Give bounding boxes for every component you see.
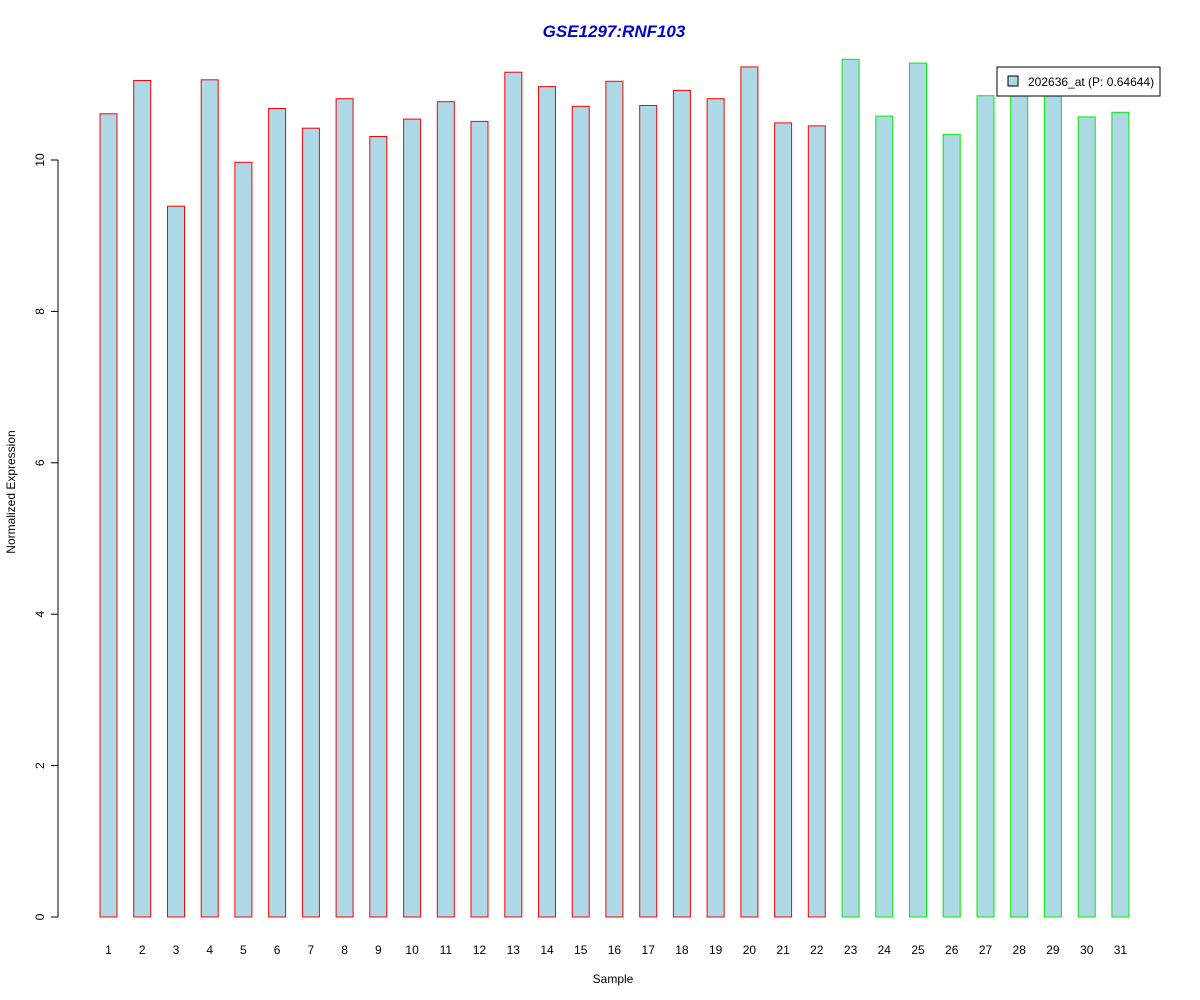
bar-sample-17 — [639, 105, 658, 918]
bar-sample-16 — [605, 80, 624, 918]
bar-sample-8 — [335, 98, 354, 918]
y-tick-label-4: 4 — [33, 611, 47, 618]
bar-sample-29 — [1043, 91, 1062, 918]
x-tick-label-21: 21 — [776, 943, 790, 957]
bar-sample-11 — [436, 101, 455, 918]
y-tick-label-10: 10 — [33, 153, 47, 167]
bar-sample-31 — [1111, 111, 1130, 918]
x-tick-label-6: 6 — [274, 943, 281, 957]
bar-sample-14 — [538, 86, 556, 918]
y-axis-label: Normalized Expression — [4, 430, 18, 553]
x-tick-label-5: 5 — [240, 943, 247, 957]
bar-sample-13 — [504, 71, 523, 918]
y-axis: 0 2 4 6 8 10 — [33, 153, 59, 920]
bar-sample-2 — [133, 80, 152, 918]
bar-sample-18 — [672, 89, 691, 918]
bar-sample-10 — [403, 118, 422, 918]
bar-sample-19 — [706, 98, 725, 918]
legend-swatch — [1007, 75, 1019, 87]
bar-sample-5 — [234, 161, 253, 918]
bar-sample-12 — [470, 120, 489, 918]
bar-sample-28 — [1010, 92, 1029, 918]
bar-sample-22 — [807, 125, 826, 918]
y-tick-label-8: 8 — [33, 308, 47, 315]
bar-sample-3 — [167, 205, 185, 918]
bar-sample-15 — [571, 105, 590, 918]
bar-sample-1 — [99, 113, 118, 918]
bar-sample-25 — [909, 62, 927, 918]
x-tick-label-9: 9 — [375, 943, 382, 957]
y-tick-label-6: 6 — [33, 459, 47, 466]
x-tick-label-23: 23 — [844, 943, 858, 957]
bar-sample-27 — [976, 95, 995, 918]
legend-label: 202636_at (P: 0.64644) — [1028, 75, 1154, 89]
x-tick-label-8: 8 — [341, 943, 348, 957]
legend-box — [996, 66, 1161, 97]
x-tick-label-16: 16 — [608, 943, 622, 957]
x-tick-label-17: 17 — [642, 943, 656, 957]
x-tick-label-24: 24 — [878, 943, 892, 957]
bar-sample-30 — [1077, 116, 1096, 918]
x-tick-label-20: 20 — [743, 943, 757, 957]
x-tick-label-4: 4 — [206, 943, 213, 957]
x-axis-label: Sample — [593, 972, 634, 986]
x-tick-label-13: 13 — [507, 943, 521, 957]
x-axis: 1 2 3 4 5 6 7 8 9 10 11 12 13 14 15 16 17 18 19 20 21 22 23 24 2… — [105, 943, 1127, 957]
y-tick-label-2: 2 — [33, 762, 47, 769]
x-tick-label-18: 18 — [675, 943, 689, 957]
bar-sample-26 — [942, 133, 961, 918]
x-tick-label-2: 2 — [139, 943, 146, 957]
bars-group — [99, 58, 1130, 918]
bar-sample-9 — [369, 136, 388, 918]
bar-sample-6 — [268, 108, 287, 918]
y-tick-label-0: 0 — [33, 913, 47, 920]
x-tick-label-25: 25 — [911, 943, 925, 957]
x-tick-label-22: 22 — [810, 943, 824, 957]
legend: 202636_at (P: 0.64644) — [996, 66, 1161, 97]
x-tick-label-31: 31 — [1114, 943, 1128, 957]
bar-sample-4 — [200, 79, 219, 918]
bar-sample-7 — [301, 127, 320, 918]
x-tick-label-3: 3 — [173, 943, 180, 957]
x-tick-label-30: 30 — [1080, 943, 1094, 957]
x-tick-label-19: 19 — [709, 943, 723, 957]
bar-sample-24 — [875, 115, 894, 918]
x-tick-label-27: 27 — [979, 943, 993, 957]
bar-sample-23 — [841, 58, 860, 918]
x-tick-label-1: 1 — [105, 943, 112, 957]
x-tick-label-7: 7 — [308, 943, 315, 957]
x-tick-label-11: 11 — [440, 943, 453, 957]
x-tick-label-14: 14 — [540, 943, 554, 957]
chart-title: GSE1297:RNF103 — [543, 22, 686, 41]
x-tick-label-28: 28 — [1013, 943, 1027, 957]
x-tick-label-10: 10 — [405, 943, 419, 957]
x-tick-label-12: 12 — [473, 943, 487, 957]
x-tick-label-29: 29 — [1046, 943, 1060, 957]
bar-sample-21 — [774, 122, 793, 918]
x-tick-label-26: 26 — [945, 943, 959, 957]
bar-sample-20 — [740, 66, 759, 918]
x-tick-label-15: 15 — [574, 943, 588, 957]
